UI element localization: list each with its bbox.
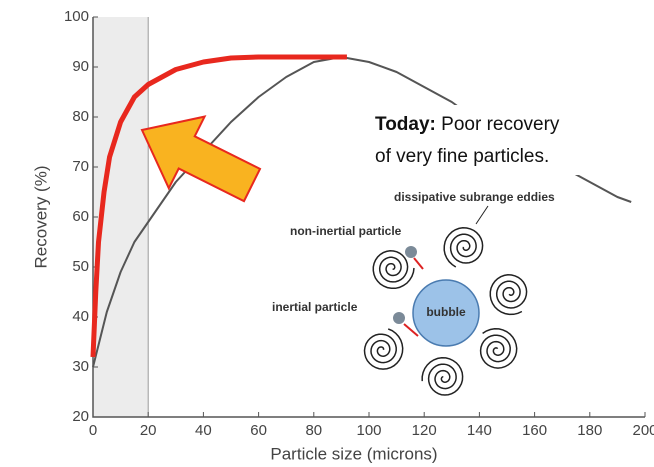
x-tick-label: 60 [250, 422, 267, 439]
chart: 2030405060708090100020406080100120140160… [0, 0, 654, 467]
series-line [93, 57, 631, 367]
y-tick-label: 50 [72, 258, 89, 275]
pointer [476, 206, 488, 224]
y-axis-title: Recovery (%) [31, 166, 50, 269]
eddies-label: dissipative subrange eddies [394, 190, 555, 204]
y-tick-label: 40 [72, 308, 89, 325]
y-tick-label: 80 [72, 108, 89, 125]
x-axis-title: Particle size (microns) [270, 444, 437, 463]
note-line: Today: Poor recovery [375, 114, 560, 135]
x-tick-label: 40 [195, 422, 212, 439]
x-tick-label: 0 [89, 422, 97, 439]
eddy [422, 358, 462, 395]
x-tick-label: 200 [632, 422, 654, 439]
bubble-label: bubble [426, 305, 466, 319]
particle [393, 312, 405, 324]
x-tick-label: 120 [412, 422, 437, 439]
x-tick-label: 80 [305, 422, 322, 439]
highlight-arrow [142, 117, 260, 202]
y-tick-label: 20 [72, 408, 89, 425]
inertial-label: inertial particle [272, 300, 358, 314]
y-tick-label: 90 [72, 58, 89, 75]
axes [93, 17, 645, 417]
eddy-diagram: dissipative subrange eddies non-inertial… [272, 190, 555, 395]
note-text: Poor recovery [441, 114, 560, 135]
non-inertial-label: non-inertial particle [290, 224, 402, 238]
eddy [490, 275, 526, 315]
y-tick-label: 60 [72, 208, 89, 225]
note-bold: Today: [375, 114, 436, 135]
particle-arrow [414, 258, 423, 269]
eddy [444, 228, 482, 267]
y-tick-label: 30 [72, 358, 89, 375]
x-tick-label: 140 [467, 422, 492, 439]
eddy [365, 329, 403, 369]
x-tick-label: 180 [577, 422, 602, 439]
y-tick-label: 70 [72, 158, 89, 175]
x-tick-label: 160 [522, 422, 547, 439]
note-line: of very fine particles. [375, 146, 549, 167]
eddy [481, 329, 517, 368]
x-tick-label: 20 [140, 422, 157, 439]
particle [405, 246, 417, 258]
y-tick-label: 100 [64, 8, 89, 25]
x-tick-label: 100 [356, 422, 381, 439]
